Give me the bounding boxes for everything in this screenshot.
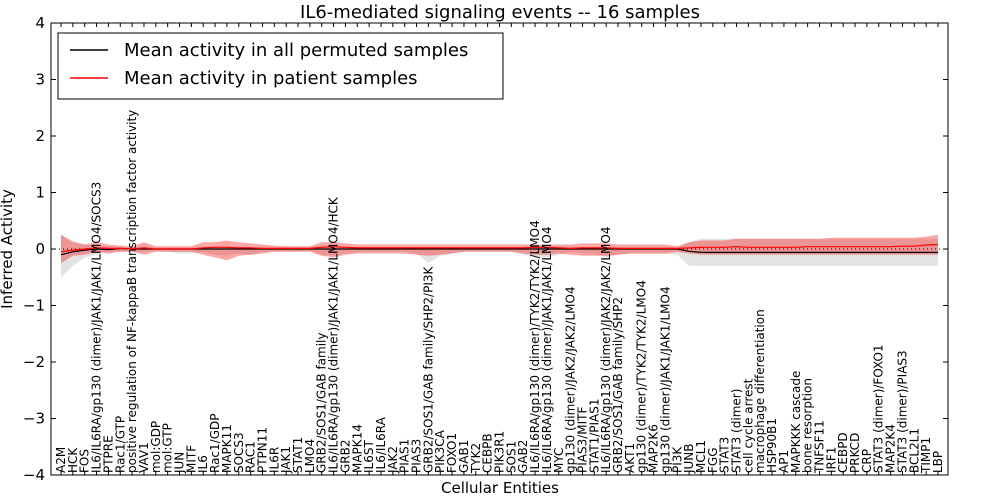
x-tick-label: IL6/IL6RA/gp130 (dimer)/JAK1/JAK1/LMO4 xyxy=(540,227,554,473)
x-tick-label: positive regulation of NF-kappaB transcr… xyxy=(125,110,139,473)
x-tick-label: gp130 (dimer)/JAK2/JAK2/LMO4 xyxy=(564,286,578,473)
x-tick-label: FOXO1 xyxy=(445,433,459,473)
x-tick-label: STAT3 (dimer)/PIAS3 xyxy=(895,350,909,473)
x-tick-label: HCK xyxy=(66,447,80,473)
legend-box xyxy=(57,32,504,100)
x-tick-label: BCL2L1 xyxy=(907,428,921,473)
x-tick-label: JUN xyxy=(173,452,187,474)
legend-label-1: Mean activity in all permuted samples xyxy=(124,40,468,61)
y-tick-label: 3 xyxy=(35,71,45,89)
x-tick-label: mol:GTP xyxy=(161,423,175,473)
x-tick-label: PRKCD xyxy=(848,433,862,473)
x-tick-label: MAPK11 xyxy=(220,424,234,473)
x-tick-label: GAB2 xyxy=(516,440,530,473)
x-tick-label: GRB2/SOS1/GAB family/SHP2 xyxy=(611,297,625,473)
x-tick-label: MAPK14 xyxy=(350,424,364,473)
x-tick-label: TIMP1 xyxy=(919,437,933,474)
y-tick-label: 1 xyxy=(35,184,45,202)
x-tick-label: TYK2 xyxy=(469,443,483,474)
x-tick-label: RAC1 xyxy=(244,441,258,473)
x-tick-label: MYC xyxy=(552,448,566,473)
x-tick-label: MAP2K6 xyxy=(647,424,661,473)
legend: Mean activity in all permuted samples Mea… xyxy=(57,32,504,100)
x-tick-label: AKT1 xyxy=(623,443,637,473)
x-tick-label: IL6R xyxy=(267,447,281,473)
x-tick-label: GRB2/SOS1/GAB family xyxy=(315,333,329,474)
x-tick-label: PIAS1 xyxy=(398,439,412,473)
x-tick-label: IL6ST xyxy=(362,440,376,473)
y-tick-label: −3 xyxy=(23,410,45,428)
x-tick-label: Rac1/GDP xyxy=(208,414,222,473)
x-tick-label: cell cycle arrest xyxy=(741,378,755,473)
x-tick-label: HSP90B1 xyxy=(765,418,779,473)
x-tick-label: FOS xyxy=(78,449,92,473)
x-tick-label: MITF xyxy=(184,445,198,473)
x-tick-label: IL6/IL6RA/gp130 (dimer)/TYK2/TYK2/LMO4 xyxy=(528,220,542,473)
x-tick-label: STAT1/PIAS1 xyxy=(587,398,601,473)
x-tick-label: IL6/IL6RA/gp130 (dimer)/JAK1/JAK1/LMO4/H… xyxy=(327,196,341,473)
y-tick-label: 0 xyxy=(35,240,45,258)
x-tick-label: Rac1/GTP xyxy=(113,416,127,473)
x-tick-label: GAB1 xyxy=(457,440,471,473)
band-series-1 xyxy=(61,234,938,278)
x-tick-label: PI3K xyxy=(670,446,684,473)
x-tick-label: CEBPB xyxy=(481,433,495,473)
x-tick-label: MAPKKK cascade xyxy=(789,371,803,473)
x-tick-label: JAK1 xyxy=(279,446,293,474)
x-tick-label: IL6/IL6RA/gp130 (dimer)/JAK1/JAK1/LMO4/S… xyxy=(90,182,104,473)
x-tick-label: AP1 xyxy=(777,450,791,473)
x-tick-label: STAT3 (dimer) xyxy=(730,389,744,473)
y-axis-label: Inferred Activity xyxy=(0,189,16,309)
x-tick-label: LBP xyxy=(931,451,945,473)
x-tick-label: mol:GDP xyxy=(149,421,163,473)
y-axis: −4 −3 −2 −1 0 1 2 3 4 xyxy=(23,14,948,484)
x-tick-label: JAK2 xyxy=(386,446,400,474)
x-tick-label: CEBPD xyxy=(836,432,850,473)
x-tick-label: CRP xyxy=(860,449,874,473)
x-tick-label: JUNB xyxy=(682,443,696,474)
x-tick-label: STAT3 xyxy=(718,437,732,473)
x-tick-label: GRB2 xyxy=(338,439,352,473)
x-tick-label: macrophage differentiation xyxy=(753,309,767,473)
y-tick-label: 2 xyxy=(35,127,45,145)
legend-label-2: Mean activity in patient samples xyxy=(124,68,418,89)
series-lines xyxy=(51,243,948,256)
x-tick-label: LMO4 xyxy=(303,439,317,473)
x-tick-label: GRB2/SOS1/GAB family/SHP2/PI3K xyxy=(421,265,435,473)
x-tick-label: PTPRE xyxy=(101,435,115,473)
x-tick-label: gp130 (dimer)/TYK2/TYK2/LMO4 xyxy=(635,280,649,473)
x-tick-label: gp130 (dimer)/JAK1/JAK1/LMO4 xyxy=(658,286,672,473)
x-tick-label: TNFSF11 xyxy=(812,420,826,474)
x-tick-label: PIAS3/MITF xyxy=(575,406,589,473)
x-tick-label: MCL1 xyxy=(694,440,708,473)
x-tick-label: IRF1 xyxy=(824,447,838,473)
x-tick-label: IL6/IL6RA xyxy=(374,416,388,473)
x-tick-label: SOS1 xyxy=(504,441,518,473)
x-tick-label: FGG xyxy=(706,448,720,474)
x-tick-label: IL6/IL6RA/gp130 (dimer)/JAK2/JAK2/LMO4 xyxy=(599,227,613,473)
x-tick-label: PTPN11 xyxy=(255,427,269,473)
x-axis-label: Cellular Entities xyxy=(441,479,559,497)
x-tick-label: A2M xyxy=(54,447,68,473)
x-tick-label: PIK3R1 xyxy=(493,431,507,473)
x-tick-label: PIAS3 xyxy=(410,439,424,473)
y-tick-label: −1 xyxy=(23,297,45,315)
x-tick-label: STAT1 xyxy=(291,437,305,473)
series-line-2 xyxy=(60,243,939,253)
y-tick-label: −4 xyxy=(23,466,45,484)
chart-title: IL6-mediated signaling events -- 16 samp… xyxy=(300,2,700,23)
x-tick-label: IL6 xyxy=(196,455,210,473)
x-tick-label: PIK3CA xyxy=(433,429,447,473)
y-tick-label: −2 xyxy=(23,353,45,371)
confidence-bands xyxy=(61,234,938,278)
x-tick-label: SOCS3 xyxy=(232,432,246,473)
x-tick-label: MAP2K4 xyxy=(884,424,898,473)
series-line-1 xyxy=(60,247,938,256)
y-tick-label: 4 xyxy=(35,14,45,32)
x-tick-label: bone resorption xyxy=(801,378,815,473)
x-tick-label: STAT3 (dimer)/FOXO1 xyxy=(872,344,886,473)
x-tick-label: VAV1 xyxy=(137,442,151,473)
